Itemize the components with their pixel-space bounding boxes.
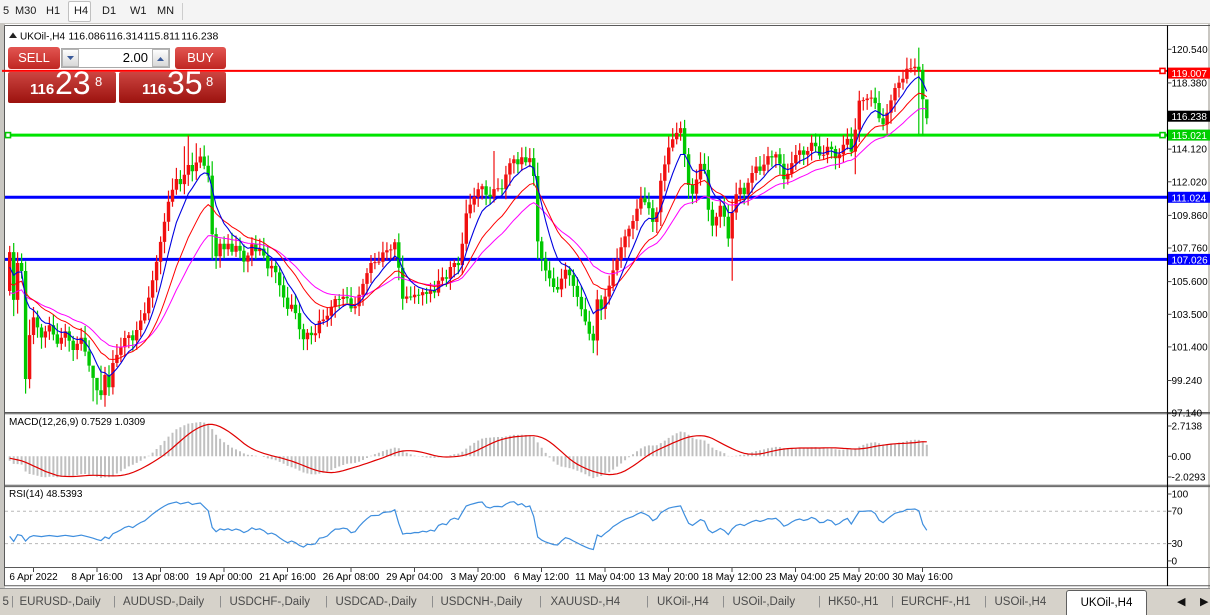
svg-text:105.600: 105.600 (1172, 277, 1209, 288)
svg-text:RSI(14) 48.5393: RSI(14) 48.5393 (9, 489, 83, 500)
svg-text:11 May 04:00: 11 May 04:00 (575, 572, 635, 583)
svg-text:13 Apr 08:00: 13 Apr 08:00 (132, 572, 189, 583)
svg-text:0: 0 (1172, 556, 1178, 567)
svg-text:115.811: 115.811 (144, 31, 181, 43)
svg-text:-2.0293: -2.0293 (1172, 473, 1206, 484)
svg-text:2.7138: 2.7138 (1172, 422, 1203, 433)
svg-text:19 Apr 00:00: 19 Apr 00:00 (196, 572, 253, 583)
svg-text:30: 30 (1172, 539, 1184, 550)
svg-text:0.00: 0.00 (1172, 452, 1192, 463)
svg-text:29 Apr 04:00: 29 Apr 04:00 (386, 572, 443, 583)
svg-text:107.026: 107.026 (1172, 255, 1209, 266)
svg-text:115.021: 115.021 (1172, 131, 1208, 142)
svg-text:101.400: 101.400 (1172, 342, 1209, 353)
svg-text:6 Apr 2022: 6 Apr 2022 (9, 572, 58, 583)
svg-text:26 Apr 08:00: 26 Apr 08:00 (323, 572, 380, 583)
svg-text:116.238: 116.238 (1172, 112, 1208, 123)
svg-text:112.020: 112.020 (1172, 177, 1208, 188)
svg-text:18 May 12:00: 18 May 12:00 (702, 572, 763, 583)
svg-text:3 May 20:00: 3 May 20:00 (450, 572, 505, 583)
svg-text:107.760: 107.760 (1172, 244, 1209, 255)
svg-text:25 May 20:00: 25 May 20:00 (829, 572, 890, 583)
svg-text:70: 70 (1172, 507, 1184, 518)
svg-text:23 May 04:00: 23 May 04:00 (765, 572, 826, 583)
svg-text:21 Apr 16:00: 21 Apr 16:00 (259, 572, 316, 583)
svg-text:97.140: 97.140 (1172, 409, 1203, 420)
svg-text:30 May 16:00: 30 May 16:00 (892, 572, 953, 583)
svg-text:103.500: 103.500 (1172, 310, 1209, 321)
svg-text:100: 100 (1172, 490, 1189, 501)
svg-text:116.314: 116.314 (106, 31, 143, 43)
svg-text:119.007: 119.007 (1172, 69, 1208, 80)
svg-text:120.540: 120.540 (1172, 45, 1209, 56)
svg-text:8 Apr 16:00: 8 Apr 16:00 (71, 572, 123, 583)
svg-text:116.086: 116.086 (68, 31, 105, 43)
svg-text:13 May 20:00: 13 May 20:00 (638, 572, 699, 583)
svg-text:118.380: 118.380 (1172, 78, 1208, 89)
svg-text:114.120: 114.120 (1172, 145, 1208, 156)
svg-text:111.024: 111.024 (1172, 193, 1207, 204)
svg-text:109.860: 109.860 (1172, 211, 1209, 222)
svg-text:6 May 12:00: 6 May 12:00 (514, 572, 569, 583)
svg-text:UKOil-,H4: UKOil-,H4 (20, 32, 65, 43)
svg-text:99.240: 99.240 (1172, 376, 1203, 387)
svg-text:MACD(12,26,9) 0.7529 1.0309: MACD(12,26,9) 0.7529 1.0309 (9, 417, 146, 428)
svg-text:116.238: 116.238 (181, 31, 218, 43)
